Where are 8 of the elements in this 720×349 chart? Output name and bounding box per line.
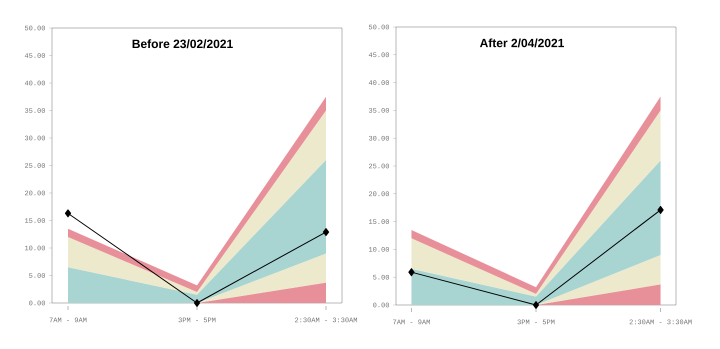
point (64, 209, 72, 218)
point (322, 228, 330, 236)
point (408, 268, 415, 276)
point (657, 206, 664, 214)
text: Before 23/02/2021 (132, 39, 233, 48)
point (194, 299, 200, 307)
text: After 2/04/2021 (480, 38, 564, 48)
point (532, 301, 540, 309)
